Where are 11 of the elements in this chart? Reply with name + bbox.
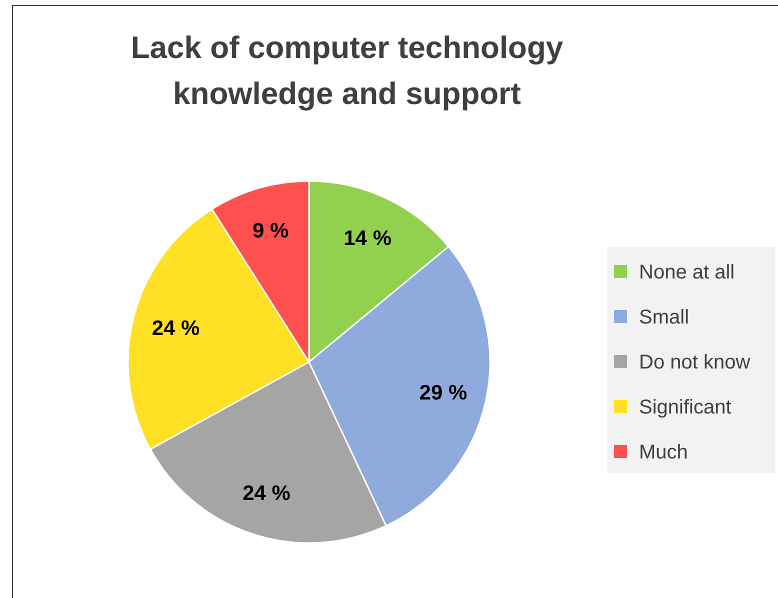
chart-title: Lack of computer technology knowledge and support [130,30,564,111]
data-label: 24 % [152,317,200,340]
data-label: 14 % [344,226,392,250]
legend-label: Significant [639,396,732,418]
legend-label: Do not know [639,352,751,374]
data-label: 9 % [252,219,290,242]
data-label: 24 % [242,482,291,506]
legend-label: None at all [639,262,735,284]
legend-label: Small [639,306,690,328]
legend-label: Much [639,442,688,464]
data-label: 29 % [419,381,468,404]
